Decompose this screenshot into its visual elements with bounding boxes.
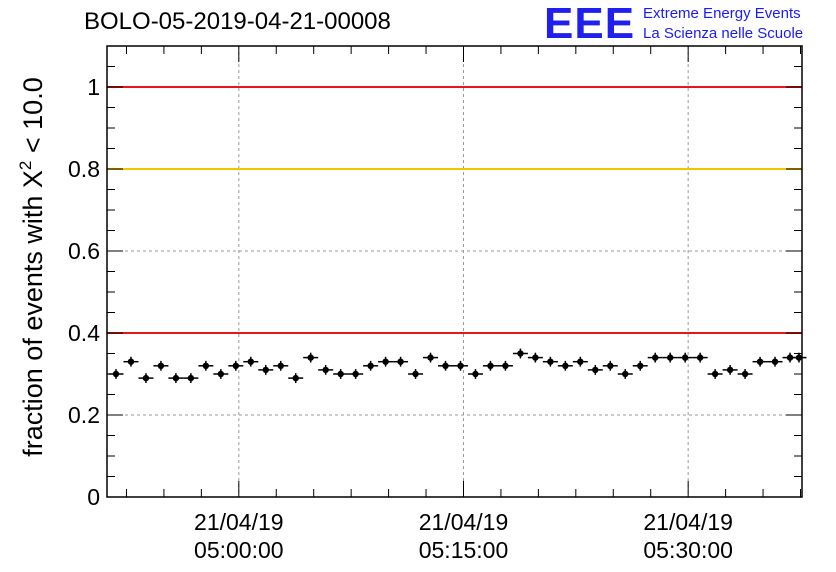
- data-point-42: [737, 369, 753, 379]
- data-point-38: [677, 352, 693, 363]
- x-tick-label-date-1: 21/04/19: [419, 509, 509, 535]
- data-point-10: [258, 364, 274, 375]
- data-point-24: [467, 369, 483, 379]
- data-point-1: [123, 356, 139, 367]
- data-point-23: [453, 360, 468, 371]
- data-point-33: [602, 360, 618, 371]
- data-point-29: [542, 356, 558, 367]
- data-point-8: [228, 360, 244, 371]
- data-point-37: [662, 352, 678, 363]
- eee-logo-text: Extreme Energy Events La Scienza nelle S…: [643, 4, 803, 44]
- eee-logo-letters: EEE: [544, 0, 636, 48]
- chart-title: BOLO-05-2019-04-21-00008: [84, 8, 391, 35]
- data-point-5: [183, 373, 199, 384]
- data-point-43: [752, 356, 768, 367]
- data-point-3: [153, 360, 169, 371]
- data-point-26: [497, 360, 513, 371]
- data-point-2: [138, 373, 154, 384]
- data-point-39: [692, 352, 708, 363]
- logo-line-2: La Scienza nelle Scuole: [643, 25, 804, 42]
- data-point-28: [527, 352, 543, 363]
- x-tick-label-date-0: 21/04/19: [194, 509, 284, 535]
- data-point-12: [288, 373, 304, 384]
- data-point-18: [378, 356, 394, 367]
- data-point-7: [213, 369, 229, 379]
- data-point-46: [791, 352, 807, 363]
- data-point-45: [782, 352, 798, 363]
- data-point-15: [333, 369, 349, 379]
- plot-frame: [106, 45, 803, 498]
- data-point-30: [557, 360, 573, 371]
- y-tick-label-4: 0.8: [68, 156, 100, 182]
- data-point-20: [408, 369, 424, 379]
- data-point-0: [108, 369, 124, 379]
- data-point-9: [243, 356, 259, 367]
- data-point-41: [722, 364, 738, 375]
- data-point-11: [273, 360, 289, 371]
- data-point-4: [168, 373, 184, 384]
- y-tick-label-0: 0: [87, 484, 100, 510]
- logo-line-1: Extreme Energy Events: [643, 5, 801, 22]
- data-point-27: [512, 348, 528, 359]
- data-point-32: [587, 364, 603, 375]
- y-tick-label-2: 0.4: [68, 320, 100, 346]
- data-point-40: [707, 369, 723, 379]
- data-point-19: [393, 356, 409, 367]
- eee-logo: EEE Extreme Energy Events La Scienza nel…: [544, 0, 803, 48]
- y-tick-label-5: 1: [87, 74, 100, 100]
- data-point-6: [198, 360, 214, 371]
- data-point-44: [767, 356, 783, 367]
- x-tick-label-time-1: 05:15:00: [419, 537, 509, 563]
- data-point-16: [348, 369, 364, 379]
- data-point-35: [632, 360, 648, 371]
- data-point-13: [303, 352, 319, 363]
- data-point-34: [617, 369, 633, 379]
- data-point-14: [318, 364, 334, 375]
- y-tick-label-1: 0.2: [68, 402, 100, 428]
- data-point-22: [438, 360, 454, 371]
- data-point-31: [572, 356, 588, 367]
- data-point-36: [647, 352, 663, 363]
- x-tick-label-time-0: 05:00:00: [194, 537, 284, 563]
- data-point-25: [482, 360, 498, 371]
- data-point-21: [423, 352, 439, 363]
- x-tick-label-date-2: 21/04/19: [643, 509, 733, 535]
- data-point-17: [363, 360, 379, 371]
- x-tick-label-time-2: 05:30:00: [643, 537, 733, 563]
- y-tick-label-3: 0.6: [68, 238, 100, 264]
